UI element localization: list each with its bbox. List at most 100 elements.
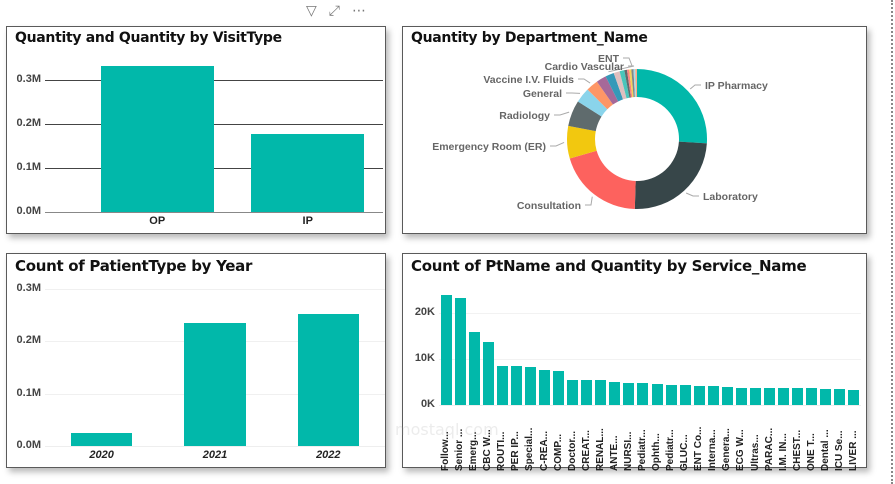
- bar[interactable]: [595, 380, 607, 405]
- y-tick-label: 0.3M: [16, 282, 41, 294]
- bar[interactable]: [482, 341, 494, 405]
- patient-year-chart-card[interactable]: Count of PatientType by Year 0.0M 0.1M 0.2…: [6, 253, 386, 468]
- leader-line: [554, 111, 570, 116]
- donut-slice[interactable]: [624, 69, 631, 98]
- bar[interactable]: [735, 387, 747, 405]
- bar[interactable]: [693, 385, 705, 405]
- x-tick-label: Genera...: [721, 428, 733, 471]
- bar[interactable]: [454, 297, 466, 405]
- x-tick-label: CHEST...: [791, 429, 803, 471]
- x-tick-label: C-REA...: [538, 431, 550, 471]
- y-tick-label: 0.2M: [16, 334, 41, 347]
- bar[interactable]: [553, 370, 565, 405]
- x-tick-label: PER IP...: [510, 431, 522, 471]
- bar[interactable]: [567, 380, 579, 405]
- bar[interactable]: [539, 370, 550, 405]
- filter-icon[interactable]: ▽: [306, 3, 317, 19]
- x-tick-label: LIVER ...: [847, 430, 859, 471]
- focus-mode-icon[interactable]: ⤢: [328, 3, 340, 19]
- y-tick-label: 0.0M: [16, 439, 41, 451]
- bar[interactable]: [251, 133, 365, 212]
- donut-slice[interactable]: [637, 69, 707, 144]
- x-tick-label: ENT Co...: [693, 426, 705, 471]
- bar[interactable]: [100, 65, 214, 212]
- department-donut-chart: IP Pharmacy Laboratory Consultation Emergen…: [432, 53, 768, 212]
- bar[interactable]: [510, 365, 522, 405]
- donut-slice[interactable]: [626, 69, 633, 98]
- visual-header: ▽ ⤢ ⋯: [306, 4, 366, 18]
- bar[interactable]: [651, 383, 663, 405]
- donut-slice[interactable]: [596, 76, 619, 105]
- bar[interactable]: [806, 388, 818, 405]
- bar[interactable]: [764, 387, 776, 405]
- leader-line: [578, 78, 591, 84]
- x-tick-label: GLUC...: [679, 434, 691, 471]
- bar[interactable]: [184, 323, 246, 446]
- bar[interactable]: [609, 381, 621, 405]
- donut-slice[interactable]: [635, 69, 637, 98]
- bar[interactable]: [496, 365, 508, 405]
- bar[interactable]: [750, 387, 761, 405]
- leader-line: [685, 192, 699, 197]
- gridline: [45, 80, 383, 81]
- donut-slice[interactable]: [633, 69, 636, 98]
- bar[interactable]: [468, 331, 480, 405]
- donut-slice[interactable]: [629, 69, 634, 98]
- y-tick-label: 0.0M: [16, 205, 41, 217]
- bar[interactable]: [820, 388, 832, 405]
- donut-slice[interactable]: [619, 70, 630, 99]
- bar[interactable]: [834, 389, 846, 405]
- slice-label: Vaccine I.V. Fluids: [483, 74, 574, 86]
- donut-slice[interactable]: [577, 89, 608, 117]
- x-tick-label: ONE T...: [805, 433, 817, 471]
- y-tick-label: 10K: [414, 352, 435, 364]
- department-donut-card[interactable]: Quantity by Department_Name IP Pharmacy L…: [402, 26, 867, 234]
- x-tick-label: ICU Se...: [833, 430, 845, 471]
- bar[interactable]: [665, 384, 677, 405]
- y-tick-label: 0.1M: [16, 161, 41, 173]
- bar[interactable]: [792, 388, 804, 405]
- bar[interactable]: [440, 295, 452, 405]
- slice-label: Cardio Vascular: [545, 61, 624, 73]
- x-tick-label: IP: [302, 215, 313, 227]
- x-tick-label: Interna...: [707, 429, 719, 471]
- x-tick-label: ANTE...: [608, 435, 620, 471]
- bar[interactable]: [524, 367, 536, 405]
- slice-label: IP Pharmacy: [705, 80, 768, 92]
- bar[interactable]: [721, 387, 733, 405]
- donut-slice[interactable]: [634, 141, 707, 209]
- donut-slice[interactable]: [631, 69, 635, 98]
- donut-slice[interactable]: [567, 125, 597, 159]
- gridline: [45, 446, 385, 447]
- bar[interactable]: [778, 387, 790, 405]
- donut-slice[interactable]: [605, 72, 624, 102]
- donut-slice[interactable]: [568, 101, 602, 132]
- more-options-icon[interactable]: ⋯: [351, 3, 366, 19]
- bar[interactable]: [637, 383, 649, 405]
- y-tick-label: 0.3M: [16, 73, 41, 85]
- visit-type-chart-card[interactable]: Quantity and Quantity by VisitType 0.0M 0…: [6, 26, 386, 234]
- service-chart: 0K 10K 20K Follow... Senior ... Emerg... CBC W…: [403, 254, 866, 471]
- bar[interactable]: [581, 380, 593, 405]
- donut-slice[interactable]: [587, 81, 613, 110]
- slice-label: Radiology: [499, 110, 550, 122]
- gridline: [45, 212, 383, 213]
- page-edge-divider: [891, 0, 893, 484]
- x-tick-label: RENAL...: [594, 428, 606, 471]
- bar[interactable]: [679, 384, 691, 405]
- bar[interactable]: [707, 386, 719, 405]
- leader-line: [608, 65, 635, 73]
- bar[interactable]: [848, 390, 860, 405]
- bar[interactable]: [71, 432, 133, 446]
- donut-slice[interactable]: [569, 150, 636, 209]
- bar[interactable]: [623, 382, 635, 405]
- x-tick-label: PARAC...: [763, 427, 775, 471]
- patient-year-chart: 0.0M 0.1M 0.2M 0.3M 2020 2021 2022: [7, 254, 385, 467]
- y-tick-label: 0.1M: [16, 386, 41, 399]
- y-tick-label: 20K: [414, 306, 435, 318]
- bar[interactable]: [297, 314, 359, 446]
- x-tick-label: ROUTI...: [496, 431, 508, 471]
- donut-slice[interactable]: [613, 71, 627, 100]
- service-chart-card[interactable]: Count of PtName and Quantity by Service_…: [402, 253, 867, 471]
- x-tick-label: Ophth...: [651, 433, 663, 471]
